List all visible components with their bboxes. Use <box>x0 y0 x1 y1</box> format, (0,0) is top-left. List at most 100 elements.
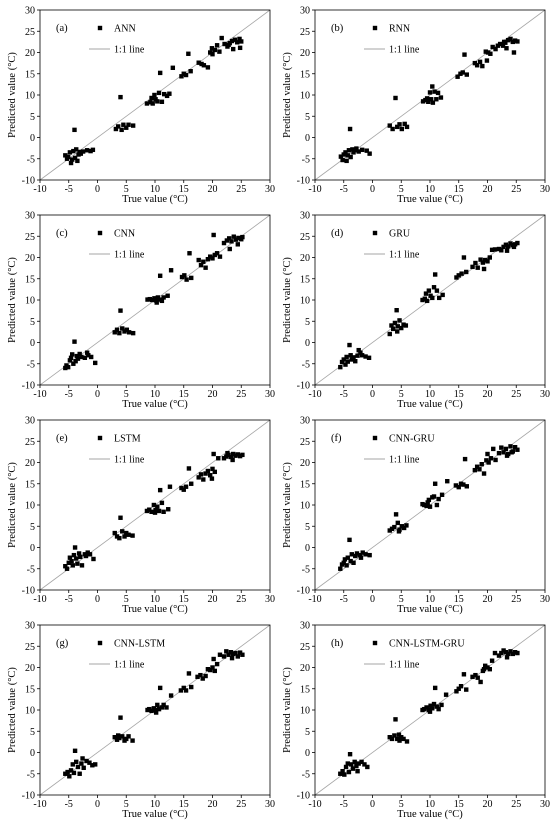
data-point <box>431 285 437 290</box>
data-point <box>367 151 372 156</box>
data-point <box>181 685 186 691</box>
legend-label-reference: 1:1 line <box>114 455 145 466</box>
y-tick-label: 5 <box>30 112 35 123</box>
data-point <box>515 240 520 246</box>
legend-label-reference: 1:1 line <box>114 250 145 261</box>
data-point <box>345 359 350 364</box>
y-tick-label: 20 <box>25 458 35 469</box>
data-point <box>231 46 236 52</box>
data-point <box>198 672 203 678</box>
data-point <box>75 356 81 361</box>
data-point <box>162 91 167 97</box>
legend-label-series: CNN-LSTM-GRU <box>389 639 465 650</box>
legend-label-series: GRU <box>389 229 411 240</box>
y-tick-label: -10 <box>297 791 310 802</box>
data-point <box>436 496 441 502</box>
data-point <box>112 735 117 740</box>
data-point <box>93 762 98 767</box>
y-tick-label: 30 <box>300 416 310 427</box>
y-tick-label: 10 <box>25 296 35 307</box>
data-point <box>235 40 240 45</box>
data-point <box>395 736 400 742</box>
data-point <box>506 244 511 249</box>
x-tick-label: 20 <box>483 389 493 400</box>
data-point <box>427 90 433 95</box>
y-tick-label: 30 <box>25 416 35 427</box>
y-tick-label: 20 <box>300 458 310 469</box>
data-point <box>126 532 131 537</box>
data-point <box>229 38 235 44</box>
data-point <box>231 234 236 239</box>
data-point <box>86 353 91 358</box>
data-point <box>510 39 515 45</box>
x-tick-label: 0 <box>95 184 100 195</box>
data-point <box>458 481 464 486</box>
data-point <box>71 552 77 558</box>
data-point <box>504 46 509 51</box>
legend: ANN 1:1 line <box>89 24 145 56</box>
y-tick-label: -5 <box>27 154 35 165</box>
data-point <box>79 563 85 568</box>
x-tick-label: 10 <box>150 184 160 195</box>
data-point <box>221 240 227 246</box>
data-point <box>233 650 238 656</box>
data-point <box>403 323 409 328</box>
data-point <box>156 508 162 514</box>
data-point <box>170 65 176 70</box>
data-point <box>432 89 437 94</box>
y-tick-label: 5 <box>30 317 35 328</box>
data-point <box>116 124 121 129</box>
x-tick-label: 30 <box>265 184 275 195</box>
data-point <box>401 322 406 327</box>
y-tick-label: 5 <box>305 112 310 123</box>
data-point <box>72 339 77 344</box>
data-point <box>168 693 174 698</box>
data-point <box>488 51 493 56</box>
data-point <box>151 502 157 508</box>
x-tick-label: 25 <box>511 594 521 605</box>
data-point <box>455 74 460 79</box>
data-point <box>462 456 468 462</box>
data-point <box>237 650 243 655</box>
data-point <box>209 476 215 481</box>
data-point <box>112 530 117 536</box>
x-tick-label: 25 <box>511 184 521 195</box>
data-point <box>395 324 400 329</box>
data-point <box>144 101 150 106</box>
data-point <box>503 242 509 247</box>
data-point <box>392 320 398 326</box>
data-series <box>338 36 520 164</box>
data-point <box>237 36 242 42</box>
x-tick-label: 10 <box>150 389 160 400</box>
data-point <box>424 503 429 509</box>
legend: GRU 1:1 line <box>364 229 420 261</box>
x-tick-label: 0 <box>95 799 100 810</box>
data-point <box>150 101 155 106</box>
x-axis-title: True value (°C) <box>122 809 188 820</box>
data-point <box>427 709 433 714</box>
data-point <box>503 650 509 655</box>
x-tick-label: -10 <box>308 389 321 400</box>
data-point <box>84 350 90 355</box>
data-point <box>359 759 364 765</box>
data-point <box>338 771 343 776</box>
data-point <box>124 125 129 130</box>
legend-marker <box>97 435 103 441</box>
data-point <box>481 266 487 272</box>
data-point <box>203 673 208 679</box>
data-point <box>342 557 348 562</box>
legend: RNN 1:1 line <box>364 24 420 56</box>
x-tick-label: 10 <box>150 799 160 810</box>
data-point <box>456 484 461 490</box>
data-point <box>345 761 350 766</box>
chart-panel: -10 -5 0 5 10 15 20 25 30 -10 -5 0 5 10 15 20 25 30 True v… <box>282 6 550 206</box>
data-point <box>211 232 216 238</box>
legend-marker <box>97 230 103 236</box>
data-point <box>356 347 361 353</box>
data-point <box>473 260 478 266</box>
y-tick-label: 30 <box>300 6 310 17</box>
data-point <box>504 655 510 660</box>
data-point <box>440 292 445 298</box>
data-point <box>366 355 372 360</box>
y-tick-label: 25 <box>25 642 35 653</box>
